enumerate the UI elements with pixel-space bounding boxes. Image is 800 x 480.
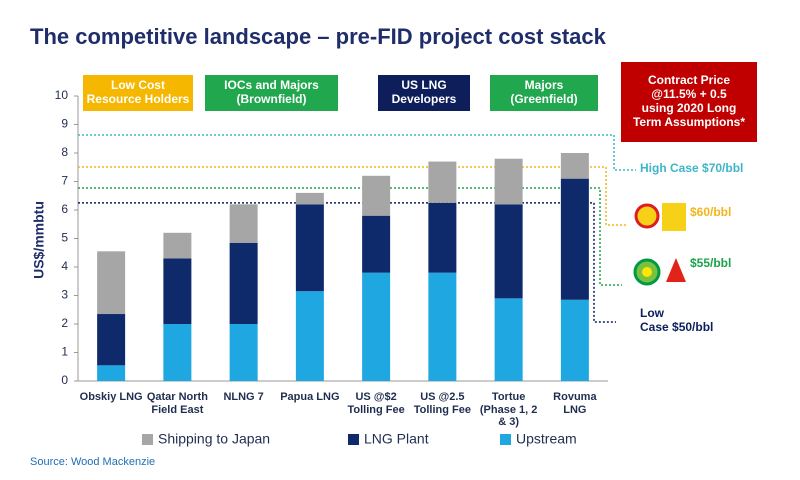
- y-tick-label: 10: [55, 88, 69, 102]
- y-tick-label: 7: [61, 174, 68, 188]
- legend-label: Upstream: [516, 431, 577, 447]
- bar-segment: [163, 324, 192, 381]
- legend-label: Shipping to Japan: [158, 431, 270, 447]
- bar-segment: [229, 242, 258, 324]
- x-tick-label: US @2.5 Tolling Fee: [413, 391, 471, 416]
- bar-segment: [428, 161, 457, 203]
- x-tick-label: US @$2 Tolling Fee: [347, 391, 405, 416]
- bar-segment: [560, 299, 589, 381]
- bar-segment: [362, 175, 391, 216]
- y-tick-label: 9: [61, 117, 68, 131]
- reference-label: High Case $70/bbl: [640, 161, 744, 175]
- logo: [666, 258, 686, 282]
- bar-segment: [97, 251, 126, 315]
- bar-segment: [229, 204, 258, 243]
- x-tick-label: Qatar North Field East: [146, 391, 208, 416]
- bar-segment: [428, 272, 457, 381]
- y-tick-label: 1: [61, 345, 68, 359]
- y-tick-label: 8: [61, 145, 68, 159]
- group-label: Majors (Greenfield): [490, 75, 598, 111]
- reference-line: [78, 202, 616, 323]
- reference-label: Low Case $50/bbl: [640, 306, 714, 334]
- bar-segment: [97, 314, 126, 366]
- legend-label: LNG Plant: [364, 431, 429, 447]
- bar-segment: [295, 204, 324, 292]
- y-tick-label: 3: [61, 288, 68, 302]
- bar-segment: [229, 324, 258, 381]
- logos: [633, 203, 686, 286]
- logo: [642, 267, 652, 277]
- bar-segment: [362, 272, 391, 381]
- bar-segment: [97, 365, 126, 381]
- y-axis-label: US$/mmbtu: [31, 201, 47, 279]
- group-label: US LNG Developers: [378, 75, 470, 111]
- y-tick-label: 5: [61, 231, 68, 245]
- legend-swatch: [500, 434, 511, 445]
- reference-line: [78, 166, 628, 226]
- x-tick-label: Obskiy LNG: [79, 391, 143, 403]
- group-label: IOCs and Majors (Brownfield): [205, 75, 338, 111]
- bar-segment: [295, 291, 324, 381]
- x-tick-label: Rovuma LNG: [553, 391, 597, 416]
- y-tick-label: 2: [61, 316, 68, 330]
- logo: [634, 203, 660, 229]
- logo: [662, 203, 686, 231]
- legend-swatch: [348, 434, 359, 445]
- bar-segment: [362, 215, 391, 273]
- bar-segment: [494, 158, 523, 205]
- chart-title: The competitive landscape – pre-FID proj…: [30, 24, 607, 49]
- bar-segment: [560, 153, 589, 179]
- bar-segment: [163, 258, 192, 324]
- reference-label: $60/bbl: [690, 205, 732, 219]
- reference-line: [78, 187, 622, 286]
- x-tick-label: Papua LNG: [280, 391, 340, 403]
- bar-segment: [428, 202, 457, 273]
- reference-label: $55/bbl: [690, 256, 732, 270]
- source: Source: Wood Mackenzie: [30, 456, 155, 468]
- y-tick-label: 4: [61, 259, 68, 273]
- x-tick-label: Tortue (Phase 1, 2 & 3): [479, 391, 538, 429]
- bar-segment: [494, 204, 523, 299]
- bar-segment: [295, 192, 324, 205]
- contract-box: Contract Price @11.5% + 0.5 using 2020 L…: [621, 62, 757, 142]
- bar-segment: [494, 298, 523, 381]
- y-tick-label: 0: [61, 373, 68, 387]
- bar-segment: [560, 178, 589, 300]
- group-label: Low Cost Resource Holders: [83, 75, 193, 111]
- legend-swatch: [142, 434, 153, 445]
- y-tick-label: 6: [61, 202, 68, 216]
- x-tick-label: NLNG 7: [223, 391, 264, 403]
- bar-segment: [163, 232, 192, 259]
- reference-line: [78, 134, 636, 171]
